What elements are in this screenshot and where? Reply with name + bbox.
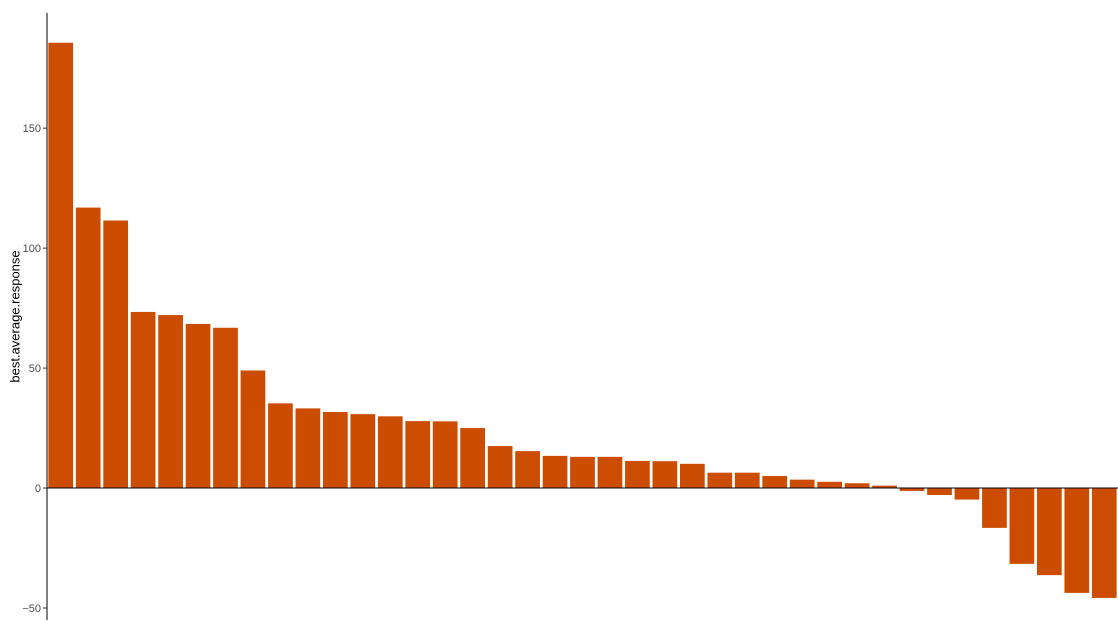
bar-7 xyxy=(213,327,238,489)
bar-30 xyxy=(844,483,870,489)
bar-16 xyxy=(460,428,486,489)
bar-31 xyxy=(872,485,897,489)
bar-32 xyxy=(899,488,925,491)
bar-12 xyxy=(350,414,376,489)
bar-3 xyxy=(103,220,129,489)
bar-14 xyxy=(405,421,431,489)
bar-34 xyxy=(954,488,980,500)
bar-18 xyxy=(515,451,540,489)
y-tick-label: 50 xyxy=(29,363,41,375)
bar-10 xyxy=(295,408,321,489)
bar-35 xyxy=(982,488,1007,528)
bar-15 xyxy=(432,421,458,489)
y-axis-title: best.average.response xyxy=(7,250,22,382)
bar-22 xyxy=(625,460,650,489)
y-tick-label: 0 xyxy=(35,483,41,495)
y-tick-label: 150 xyxy=(23,123,41,135)
bar-13 xyxy=(377,416,403,489)
bar-25 xyxy=(707,472,733,489)
bar-19 xyxy=(542,455,568,489)
bar-9 xyxy=(268,403,293,489)
bar-33 xyxy=(927,488,952,495)
bar-5 xyxy=(158,315,183,489)
bar-29 xyxy=(817,481,843,489)
y-tick-label: 100 xyxy=(23,243,41,255)
bar-24 xyxy=(679,463,705,489)
bar-26 xyxy=(734,472,760,489)
bar-23 xyxy=(652,461,678,489)
bar-21 xyxy=(597,456,623,489)
bar-6 xyxy=(185,323,211,489)
bar-4 xyxy=(130,311,156,489)
y-tick-label: −50 xyxy=(22,603,41,615)
y-ticks-group: −50 0 50 100 150 xyxy=(22,123,47,615)
bar-39 xyxy=(1091,488,1117,598)
bar-27 xyxy=(762,476,788,489)
bar-11 xyxy=(322,411,348,489)
bar-2 xyxy=(75,207,101,489)
bar-36 xyxy=(1009,488,1035,564)
bar-38 xyxy=(1064,488,1090,593)
bar-28 xyxy=(789,479,815,489)
bar-37 xyxy=(1036,488,1062,576)
bar-17 xyxy=(487,446,513,489)
bar-1 xyxy=(48,42,74,489)
bar-8 xyxy=(240,370,266,489)
bar-20 xyxy=(570,456,595,489)
bars-group xyxy=(48,42,1117,598)
